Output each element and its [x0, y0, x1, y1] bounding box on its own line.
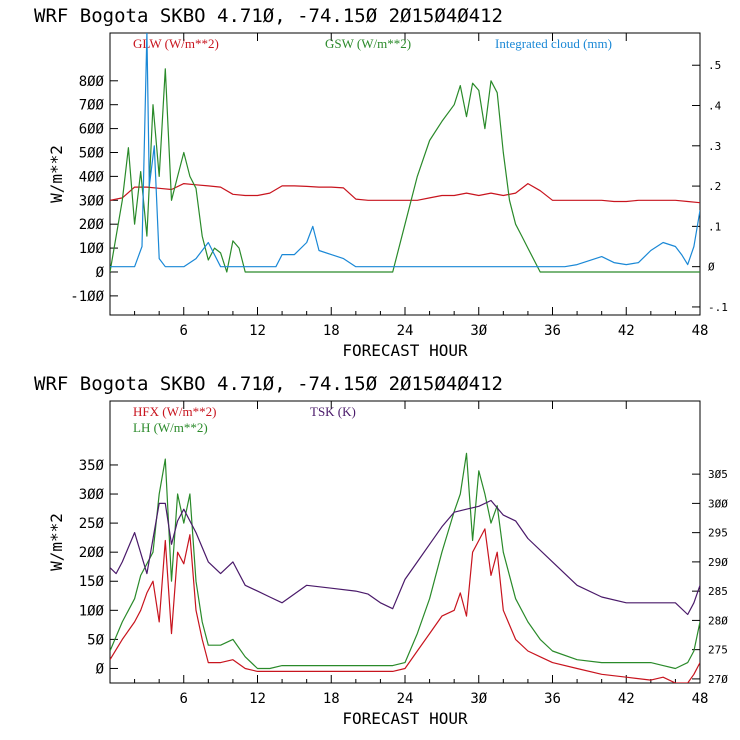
- y2-tick-label: .1: [708, 220, 721, 233]
- x-tick-label: 42: [618, 323, 635, 339]
- y2-tick-label: 28Ø: [708, 614, 728, 627]
- y2-tick-label: .4: [708, 100, 722, 113]
- y-tick-label: 7ØØ: [79, 98, 105, 114]
- series-line-integrated: [110, 33, 700, 268]
- y2-tick-label: 29Ø: [708, 556, 728, 569]
- plot-frame: [109, 32, 701, 316]
- x-tick-label: 6: [180, 323, 188, 339]
- y-tick-label: 25Ø: [79, 516, 105, 532]
- y-tick-label: 3ØØ: [79, 193, 105, 209]
- y2-tick-label: 285: [708, 585, 728, 598]
- y2-tick-label: 27Ø: [708, 673, 728, 686]
- y-axis-label: W/m**2: [47, 145, 66, 203]
- x-tick-label: 18: [323, 323, 340, 339]
- legend-entry: HFX (W/m**2): [133, 404, 216, 419]
- x-tick-label: 24: [397, 323, 414, 339]
- x-tick-label: 42: [618, 691, 635, 707]
- x-tick-label: 36: [544, 323, 561, 339]
- x-tick-label: 6: [180, 691, 188, 707]
- y-tick-label: 5Ø: [87, 632, 104, 648]
- x-tick-label: 24: [397, 691, 414, 707]
- chart-title: WRF Bogota SKBO 4.71Ø, -74.15Ø 2Ø15Ø4Ø41…: [34, 373, 503, 395]
- x-tick-label: 18: [323, 691, 340, 707]
- y2-tick-label: 295: [708, 527, 728, 540]
- y2-tick-label: 3Ø5: [708, 468, 728, 481]
- y2-tick-label: -.1: [708, 301, 728, 314]
- x-axis-label: FORECAST HOUR: [342, 341, 468, 360]
- legend-entry: GSW (W/m**2): [325, 36, 411, 51]
- y2-tick-label: .3: [708, 140, 721, 153]
- y2-tick-label: Ø: [708, 261, 715, 274]
- series-line-lh: [110, 452, 700, 670]
- y-tick-label: 35Ø: [79, 458, 105, 474]
- legend-entry: GLW (W/m**2): [133, 36, 219, 51]
- y-tick-label: 2ØØ: [79, 217, 105, 233]
- series-line-glw: [110, 183, 700, 204]
- y2-tick-label: .2: [708, 180, 721, 193]
- y2-tick-label: 275: [708, 644, 728, 657]
- legend-entry: LH (W/m**2): [133, 420, 208, 435]
- x-tick-label: 12: [249, 691, 266, 707]
- y-tick-label: 5ØØ: [79, 145, 105, 161]
- x-tick-label: 3Ø: [470, 323, 487, 339]
- legend-entry: TSK (K): [310, 404, 356, 419]
- y-tick-label: 1ØØ: [79, 241, 105, 257]
- x-tick-label: 12: [249, 323, 266, 339]
- x-tick-label: 48: [692, 323, 709, 339]
- legend-entry: Integrated cloud (mm): [495, 36, 612, 51]
- x-tick-label: 3Ø: [470, 691, 487, 707]
- series-line-gsw: [110, 68, 700, 273]
- y-tick-label: 4ØØ: [79, 169, 105, 185]
- y-tick-label: 1ØØ: [79, 603, 105, 619]
- series-line-hfx: [110, 528, 700, 683]
- plot-frame: [109, 400, 701, 684]
- chart-title: WRF Bogota SKBO 4.71Ø, -74.15Ø 2Ø15Ø4Ø41…: [34, 5, 503, 27]
- y-tick-label: Ø: [96, 661, 105, 677]
- y-tick-label: 15Ø: [79, 574, 105, 590]
- series-line-tsk: [110, 499, 700, 616]
- y-tick-label: 2ØØ: [79, 545, 105, 561]
- y2-tick-label: .5: [708, 59, 721, 72]
- y-tick-label: 6ØØ: [79, 122, 105, 138]
- top-chart: WRF Bogota SKBO 4.71Ø, -74.15Ø 2Ø15Ø4Ø41…: [34, 5, 728, 360]
- bottom-chart: WRF Bogota SKBO 4.71Ø, -74.15Ø 2Ø15Ø4Ø41…: [34, 373, 728, 728]
- y-tick-label: Ø: [96, 265, 105, 281]
- y-axis-label: W/m**2: [47, 513, 66, 571]
- y2-tick-label: 3ØØ: [708, 497, 728, 510]
- x-axis-label: FORECAST HOUR: [342, 709, 468, 728]
- y-tick-label: 3ØØ: [79, 487, 105, 503]
- x-tick-label: 36: [544, 691, 561, 707]
- x-tick-label: 48: [692, 691, 709, 707]
- y-tick-label: -1ØØ: [70, 289, 104, 305]
- y-tick-label: 8ØØ: [79, 74, 105, 90]
